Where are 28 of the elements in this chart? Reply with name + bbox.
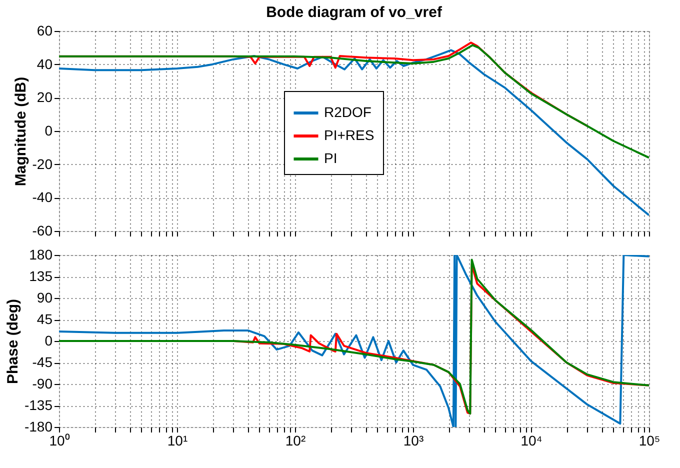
y-tick-label: -180: [24, 418, 53, 434]
legend-label: PI: [324, 150, 338, 166]
y-tick-label: 45: [36, 311, 53, 327]
y-tick-label: 0: [44, 332, 53, 348]
y-tick-label: 20: [36, 89, 53, 106]
x-tick-label: 10⁵: [638, 432, 660, 448]
chart-title: Bode diagram of vo_vref: [266, 4, 443, 21]
x-tick-label: 10⁰: [49, 432, 70, 448]
y-tick-label: 60: [36, 22, 53, 38]
y-tick-label: 180: [29, 246, 53, 262]
y-axis-title: Phase (deg): [4, 298, 22, 384]
y-tick-label: -60: [32, 222, 53, 238]
y-tick-label: -40: [32, 189, 53, 206]
y-tick-label: 135: [29, 268, 53, 284]
x-tick-label: 10³: [403, 432, 424, 448]
y-tick-label: -45: [32, 354, 53, 370]
x-tick-label: 10¹: [167, 432, 188, 448]
y-tick-label: 0: [44, 122, 53, 138]
y-axis-title: Magnitude (dB): [12, 76, 30, 186]
y-tick-label: -20: [32, 156, 53, 172]
y-tick-label: 40: [36, 56, 53, 72]
legend-label: R2DOF: [324, 104, 372, 120]
legend-label: PI+RES: [324, 127, 374, 143]
y-tick-label: -135: [24, 397, 53, 413]
y-tick-label: 90: [36, 290, 53, 306]
x-tick-label: 10²: [285, 432, 306, 448]
y-tick-label: -90: [32, 376, 53, 392]
x-tick-label: 10⁴: [520, 432, 542, 448]
